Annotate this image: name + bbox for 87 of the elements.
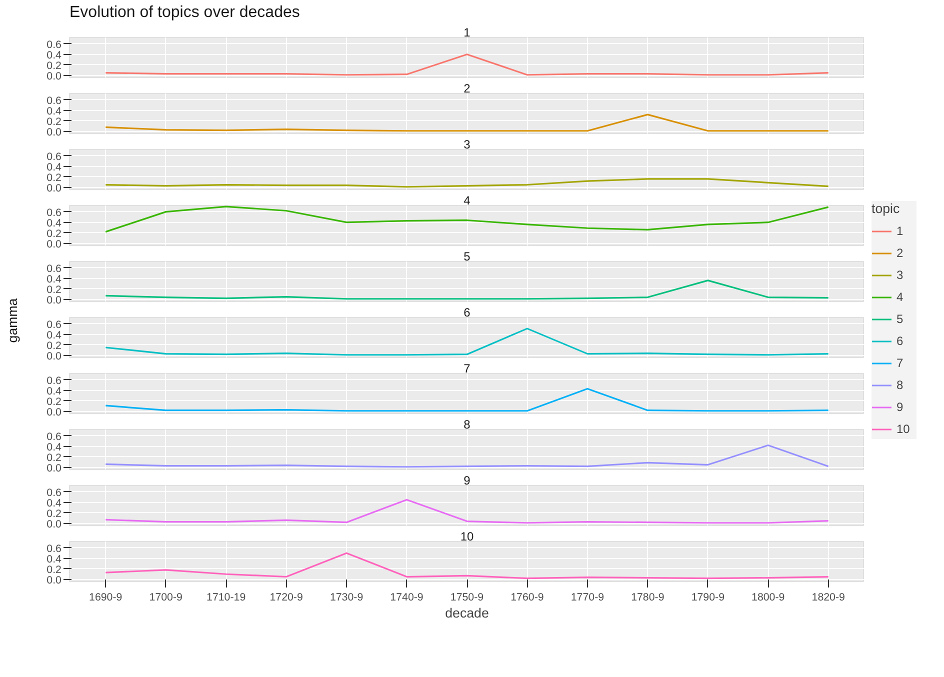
x-tick-label: 1720-9 [270, 592, 303, 604]
y-tick-label: 0.0 [46, 350, 62, 362]
x-tick-label: 1780-9 [631, 592, 664, 604]
x-tick-label: 1820-9 [812, 592, 846, 604]
line-series [104, 280, 830, 300]
y-tick-label: 0.4 [46, 497, 62, 510]
line-series [104, 206, 830, 233]
y-tick-label: 0.6 [46, 94, 62, 107]
text: 8 [464, 418, 470, 432]
y-tick-label: 0.4 [46, 49, 62, 62]
chart-title: Evolution of topics over decades [70, 4, 300, 21]
y-tick-label: 0.0 [46, 70, 62, 82]
y-tick-label: 0.4 [46, 441, 62, 454]
y-tick-label: 0.2 [46, 228, 62, 240]
legend-label: 5 [896, 312, 904, 326]
line-series [104, 444, 830, 468]
y-tick-label: 0.0 [46, 406, 62, 418]
legend-label: 6 [896, 334, 904, 348]
x-tick-label: 1740-9 [390, 592, 424, 604]
y-tick-label: 0.2 [46, 340, 62, 352]
y-tick-label: 0.4 [46, 161, 62, 174]
line-series [104, 388, 830, 412]
legend-label: 1 [896, 224, 904, 238]
text: 1 [464, 26, 470, 40]
y-tick-label: 0.4 [46, 105, 62, 118]
text: 2 [464, 82, 470, 96]
text: 4 [464, 194, 470, 208]
legend-label: 4 [896, 290, 904, 304]
y-tick-label: 0.2 [46, 452, 62, 464]
legend-label: 8 [896, 378, 904, 392]
y-tick-label: 0.0 [46, 126, 62, 138]
y-tick-label: 0.4 [46, 385, 62, 398]
y-tick-label: 0.2 [46, 116, 62, 128]
y-tick-label: 0.4 [46, 217, 62, 230]
y-tick-label: 0.0 [46, 518, 62, 530]
y-axis-title: gamma [5, 298, 20, 343]
y-tick-label: 0.2 [46, 396, 62, 408]
y-tick-label: 0.6 [46, 486, 62, 499]
x-tick-label: 1790-9 [691, 592, 725, 604]
y-tick-label: 0.0 [46, 294, 62, 306]
x-tick-label: 1730-9 [330, 592, 364, 604]
text: 5 [464, 250, 470, 264]
text: 6 [464, 306, 470, 320]
line-series [104, 498, 830, 524]
y-tick-label: 0.6 [46, 206, 62, 219]
y-tick-label: 0.2 [46, 172, 62, 184]
text: 3 [464, 138, 470, 152]
x-tick-label: 1760-9 [510, 592, 544, 604]
text: 10 [460, 530, 474, 544]
y-tick-label: 0.0 [46, 182, 62, 194]
line-series [104, 54, 830, 76]
legend-label: 3 [896, 268, 904, 282]
y-tick-label: 0.4 [46, 329, 62, 342]
y-tick-label: 0.6 [46, 262, 62, 275]
y-tick-label: 0.0 [46, 238, 62, 250]
y-tick-label: 0.0 [46, 574, 62, 586]
y-tick-label: 0.0 [46, 462, 62, 474]
legend-title: topic [872, 201, 901, 216]
y-tick-label: 0.2 [46, 564, 62, 576]
legend-label: 9 [896, 400, 904, 414]
y-tick-label: 0.6 [46, 38, 62, 51]
y-tick-label: 0.4 [46, 273, 62, 286]
x-tick-label: 1710-19 [206, 592, 246, 604]
line-series [104, 552, 830, 580]
y-tick-label: 0.6 [46, 430, 62, 443]
x-tick-label: 1700-9 [149, 592, 183, 604]
legend-label: 2 [896, 246, 904, 260]
y-tick-label: 0.6 [46, 318, 62, 331]
x-tick-label: 1690-9 [89, 592, 122, 604]
y-tick-label: 0.6 [46, 374, 62, 387]
legend-label: 10 [896, 422, 911, 436]
legend-label: 7 [896, 356, 904, 370]
y-tick-label: 0.6 [46, 542, 62, 555]
y-tick-label: 0.6 [46, 150, 62, 163]
text: 7 [464, 362, 470, 376]
y-tick-label: 0.2 [46, 60, 62, 72]
line-series [104, 114, 830, 132]
y-tick-label: 0.2 [46, 508, 62, 520]
x-tick-label: 1750-9 [450, 592, 484, 604]
y-tick-label: 0.2 [46, 284, 62, 296]
line-series [104, 178, 830, 188]
line-series [104, 328, 830, 356]
x-tick-label: 1800-9 [752, 592, 785, 604]
x-tick-label: 1770-9 [570, 592, 604, 604]
y-tick-label: 0.4 [46, 553, 62, 566]
x-axis-title: decade [445, 606, 489, 620]
text: 9 [464, 474, 470, 488]
